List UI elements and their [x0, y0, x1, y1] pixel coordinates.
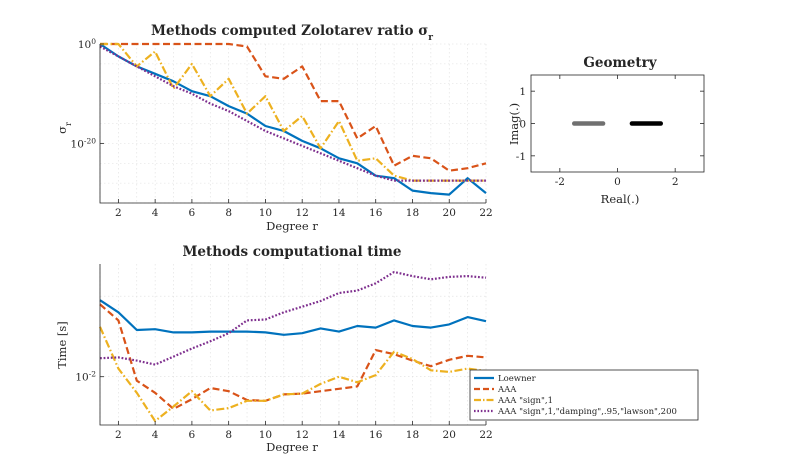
series-line-aaa-lawson	[99, 45, 486, 182]
x-tick-label: 2	[115, 207, 122, 219]
x-tick-label: 16	[369, 207, 383, 219]
x-tick-label: 18	[406, 207, 419, 219]
legend-entry-loewner: Loewner	[474, 374, 537, 384]
x-tick-label: 2	[115, 429, 122, 441]
series-line-aaa-sign	[100, 42, 486, 182]
y-tick-label: 10-2	[75, 369, 96, 384]
geometry-chart: Geometry Imag(.) Real(.) -2 0 2 1 0 -1	[507, 55, 705, 206]
axis-frame	[99, 44, 486, 204]
zolotarev-chart: Methods computed Zolotarev ratio σr σr D…	[55, 23, 493, 233]
geometry-x-label: Real(.)	[601, 192, 640, 206]
geometry-chart-title: Geometry	[583, 55, 657, 71]
zolotarev-y-label: σr	[55, 122, 73, 134]
time-chart-title: Methods computational time	[182, 244, 401, 260]
x-tick-label: 16	[369, 429, 383, 441]
x-tick-label: 14	[332, 207, 346, 219]
zolotarev-x-label: Degree r	[266, 219, 318, 233]
series-line-aaa-sign	[98, 326, 487, 423]
time-x-label: Degree r	[266, 440, 318, 454]
legend-label-aaa-lawson: AAA "sign",1,"damping",.95,"lawson",200	[497, 407, 677, 417]
x-tick-label: 20	[443, 207, 456, 219]
x-tick-label: 14	[332, 429, 346, 441]
legend-entry-aaa: AAA	[474, 385, 517, 395]
y-tick-label: -1	[516, 151, 526, 163]
legend-entry-aaa-sign: AAA "sign",1	[474, 396, 553, 406]
x-tick-label: 10	[259, 207, 272, 219]
x-tick-label: 0	[614, 176, 621, 188]
series-line-loewner	[99, 43, 487, 196]
x-tick-label: 8	[225, 207, 232, 219]
y-tick-label: 0	[519, 119, 526, 131]
geometry-axis-frame	[530, 74, 705, 173]
y-tick-label: 10-20	[71, 136, 97, 151]
axis-frame	[99, 264, 486, 426]
x-tick-label: 6	[189, 207, 196, 219]
y-tick-label: 100	[78, 37, 96, 52]
x-tick-label: 20	[443, 429, 456, 441]
series-line-loewner	[99, 299, 487, 336]
legend-box	[469, 369, 699, 421]
legend-label-aaa: AAA	[497, 385, 517, 395]
x-tick-label: 4	[152, 429, 159, 441]
legend-label-aaa-sign: AAA "sign",1	[497, 396, 553, 406]
x-tick-label: 6	[189, 429, 196, 441]
x-tick-label: 10	[259, 429, 272, 441]
x-tick-label: 22	[479, 207, 492, 219]
time-chart: Methods computational time Time [s] Degr…	[55, 244, 493, 454]
x-tick-label: -2	[555, 176, 565, 188]
series-line-aaa	[100, 42, 487, 172]
legend: Loewner AAA AAA "sign",1 AAA "sign",1,"d…	[469, 369, 699, 421]
x-tick-label: 12	[296, 429, 309, 441]
x-tick-label: 8	[225, 429, 232, 441]
x-tick-label: 18	[406, 429, 419, 441]
legend-label-loewner: Loewner	[498, 374, 537, 384]
x-tick-label: 12	[296, 207, 309, 219]
series-line-aaa	[99, 303, 487, 410]
x-tick-label: 4	[152, 207, 159, 219]
y-tick-label: 1	[519, 86, 526, 98]
zolotarev-chart-title: Methods computed Zolotarev ratio σr	[151, 23, 433, 43]
geometry-y-label: Imag(.)	[507, 103, 521, 145]
time-y-label: Time [s]	[55, 321, 69, 369]
x-tick-label: 2	[672, 176, 679, 188]
legend-entry-aaa-lawson: AAA "sign",1,"damping",.95,"lawson",200	[474, 407, 677, 417]
series-line-aaa-lawson	[99, 270, 487, 366]
x-tick-label: 22	[479, 429, 492, 441]
